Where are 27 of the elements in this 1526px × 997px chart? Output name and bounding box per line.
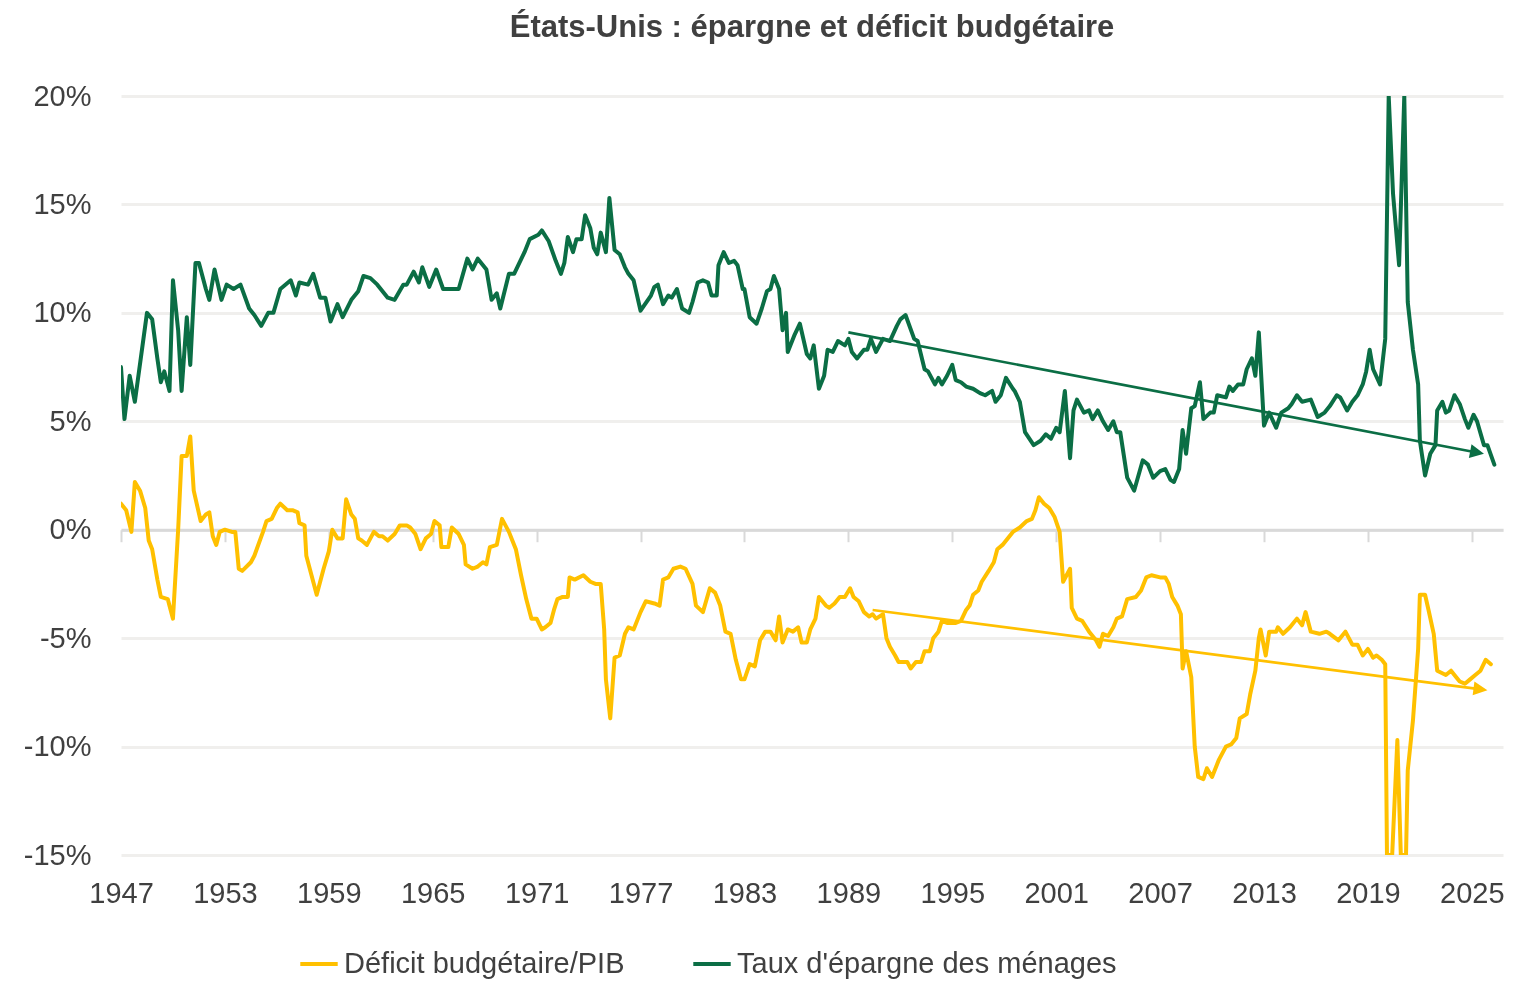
- y-tick-label: 0%: [49, 513, 92, 546]
- y-tick-label: -15%: [23, 838, 92, 871]
- x-tick-label: 1947: [89, 876, 154, 909]
- y-tick-label: -10%: [23, 730, 92, 763]
- x-tick-label: 1995: [920, 876, 986, 909]
- y-tick-label: -5%: [39, 621, 92, 654]
- x-tick-label: 2025: [1440, 876, 1505, 909]
- x-tick-label: 1971: [504, 876, 570, 909]
- y-tick-label: 10%: [33, 296, 92, 329]
- x-tick-label: 2013: [1232, 876, 1297, 909]
- x-tick-label: 1959: [297, 876, 362, 909]
- legend-label: Déficit budgétaire/PIB: [344, 947, 625, 979]
- line-series: [121, 434, 1493, 855]
- y-tick-label: 15%: [33, 187, 92, 220]
- x-tick-label: 1953: [193, 876, 258, 909]
- x-tick-label: 2001: [1024, 876, 1089, 909]
- x-tick-label: 1989: [816, 876, 882, 909]
- x-tick-label: 2007: [1128, 876, 1193, 909]
- x-tick-label: 1977: [608, 876, 674, 909]
- legend-label: Taux d'épargne des ménages: [737, 947, 1117, 979]
- x-tick-label: 1983: [712, 876, 778, 909]
- x-tick-label: 1965: [400, 876, 466, 909]
- y-tick-label: 20%: [33, 79, 92, 112]
- line-series: [121, 96, 1497, 493]
- y-tick-label: 5%: [49, 404, 92, 437]
- chart-title: États-Unis : épargne et déficit budgétaire: [509, 9, 1115, 44]
- x-tick-label: 2019: [1336, 876, 1401, 909]
